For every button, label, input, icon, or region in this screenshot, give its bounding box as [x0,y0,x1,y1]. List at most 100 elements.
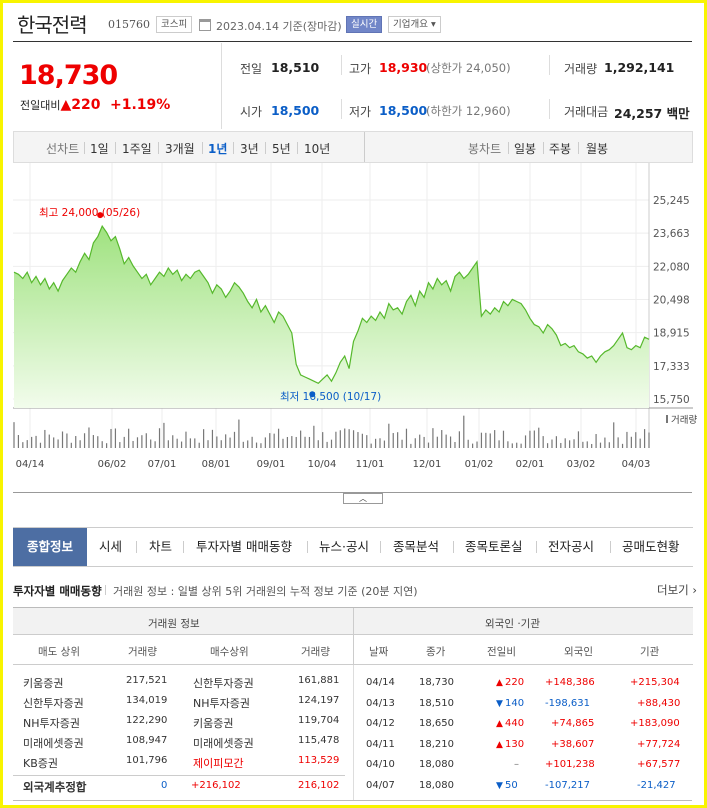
x-tick-label: 10/04 [308,459,337,470]
volume-bar [92,435,94,448]
y-tick-label: 25,245 [653,195,690,207]
volume-bar [198,442,200,448]
col-buy-vol: 거래량 [301,646,330,658]
daily-institution: +88,430 [637,697,681,709]
quote-date: 2023.04.14 기준(장마감) [216,20,342,33]
sell-broker: 미래에셋증권 [23,737,84,750]
volume-bar [282,438,284,448]
volume-bar [379,438,381,448]
volume-bar [22,442,24,448]
tab-short-selling[interactable]: 공매도현황 [622,539,680,554]
daily-date: 04/11 [366,738,395,750]
volume-bar [79,440,81,448]
y-tick-label: 23,663 [653,228,690,240]
buy-broker: NH투자증권 [193,697,250,710]
buy-volume: 115,478 [298,735,340,746]
low-annotation: 최저 16,500 (10/17) [280,391,381,403]
volume-bar [269,433,271,448]
tab-analysis[interactable]: 종목분석 [393,539,440,554]
volume-bar [397,432,399,448]
period-3m[interactable]: 3개월 [165,142,195,156]
high-label: 고가 [349,62,372,76]
buy-broker: 미래에셋증권 [193,737,254,750]
up-arrow-icon: ▲ [496,719,503,729]
high-marker [97,212,104,219]
volume-bar [88,427,90,448]
volume-bar [207,440,209,448]
daily-foreign: -107,217 [545,779,590,791]
candle-daily[interactable]: 일봉 [514,142,537,156]
sell-volume: 217,521 [126,675,168,686]
volume-bar [158,428,161,448]
buy-broker: 키움증권 [193,717,234,730]
col-foreign: 외국인 [564,646,593,658]
sell-volume: 101,796 [126,755,168,766]
volume-bar [31,436,33,448]
volume-bar [220,440,222,448]
col-sell-top: 매도 상위 [38,646,80,658]
volume-bar [582,441,584,448]
tab-price[interactable]: 시세 [99,539,123,554]
volume-bar [546,443,549,448]
volume-bar [57,439,59,448]
daily-date: 04/12 [366,718,395,729]
col-close: 종가 [426,646,446,658]
daily-close: 18,730 [419,677,454,688]
up-arrow-icon: ▲ [496,739,503,750]
period-1w[interactable]: 1주일 [122,142,152,156]
volume-bar [61,431,64,448]
tab-news[interactable]: 뉴스·공시 [319,539,369,554]
period-3y[interactable]: 3년 [240,142,259,156]
quote-divider [221,43,222,129]
high-value: 18,930 [379,60,428,75]
volume-bar [617,437,619,448]
volume-bar [189,438,191,448]
tab-investor[interactable]: 투자자별 매매동향 [196,539,292,554]
period-5y[interactable]: 5년 [272,142,291,156]
tab-chart[interactable]: 차트 [149,539,173,554]
volume-bar [167,440,169,448]
volume-bar [132,440,134,448]
daily-foreign: -198,631 [545,697,590,709]
price-chart[interactable]: 25,245 23,663 22,080 20,498 18,915 17,333 15,7… [3,163,704,493]
volume-bar [163,422,165,448]
volume-bar [524,435,527,448]
volume-bar [551,439,553,448]
daily-foreign: +101,238 [545,759,595,770]
realtime-button[interactable]: 실시간 [346,16,383,33]
volume-bar [255,442,258,448]
candle-weekly[interactable]: 주봉 [549,142,572,156]
period-1d[interactable]: 1일 [90,142,109,156]
daily-institution: +77,724 [637,738,681,750]
x-tick-label: 06/02 [98,459,127,470]
foreign-total-sell: 0 [161,780,168,791]
tab-divider [536,541,537,553]
collapse-chart-button[interactable]: ︿ [343,493,383,504]
divider [364,132,365,162]
volume-bar [516,442,518,448]
volume-bar [273,433,275,448]
total-row-line [13,775,345,776]
more-link[interactable]: 더보기 › [657,583,697,597]
sell-broker: 키움증권 [23,677,64,690]
tab-disclosure[interactable]: 전자공시 [548,539,595,554]
company-info-button[interactable]: 기업개요 ▾ [388,16,441,33]
volume-bar [35,435,37,448]
daily-close: 18,080 [419,779,454,791]
volume-bar [410,443,412,448]
volume-bar [454,441,456,448]
period-10y[interactable]: 10년 [304,142,331,156]
tab-discussion[interactable]: 종목토론실 [465,539,523,554]
volume-bar [229,437,231,448]
down-arrow-icon: ▼ [496,698,503,709]
volume-bar [599,442,602,448]
volume-bar [13,422,15,448]
volume-bar [520,443,522,448]
volume-bar [260,443,262,448]
buy-volume: 124,197 [298,695,340,706]
volume-bar [17,435,20,448]
period-1y[interactable]: 1년 [208,142,228,156]
candle-monthly[interactable]: 월봉 [586,142,609,156]
tab-summary[interactable]: 종합정보 [13,528,87,566]
high-annotation: 최고 24,000 (05/26) [39,207,140,219]
